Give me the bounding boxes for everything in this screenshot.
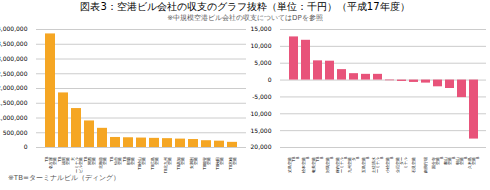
svg-text:小松空港B: 小松空港B xyxy=(385,156,394,172)
svg-text:-20,000: -20,000 xyxy=(250,143,272,150)
svg-text:2,000,000: 2,000,000 xyxy=(0,84,28,91)
svg-text:TB宮崎空港: TB宮崎空港 xyxy=(228,157,237,171)
svg-text:大ターミナルビル空港: 大ターミナルビル空港 xyxy=(70,157,83,174)
svg-text:企厄空港ターミナル: 企厄空港ターミナル xyxy=(395,157,408,173)
svg-text:3,500,000: 3,500,000 xyxy=(0,40,28,47)
svg-text:TB高知空港: TB高知空港 xyxy=(176,157,185,171)
svg-text:0: 0 xyxy=(24,143,28,150)
svg-text:奄美空港TBB: 奄美空港TBB xyxy=(311,156,324,172)
svg-text:4,000,000: 4,000,000 xyxy=(0,25,28,32)
svg-text:TB関西空港: TB関西空港 xyxy=(83,156,96,164)
svg-text:0: 0 xyxy=(268,76,272,83)
svg-text:TB仙台空港: TB仙台空港 xyxy=(109,156,122,164)
svg-text:1,000,000: 1,000,000 xyxy=(0,114,28,121)
svg-text:久米島空港B: 久米島空港B xyxy=(467,156,480,168)
svg-text:-10,000: -10,000 xyxy=(250,110,272,117)
svg-text:石見空港: 石見空港 xyxy=(411,157,416,173)
svg-text:対馬空港B: 対馬空港B xyxy=(325,156,334,172)
svg-text:TB福岡空港: TB福岡空港 xyxy=(57,156,70,164)
svg-text:八丈島空港TBB: 八丈島空港TBB xyxy=(287,156,300,173)
svg-text:TB秋田空港: TB秋田空港 xyxy=(215,157,224,171)
svg-text:500,000: 500,000 xyxy=(3,129,28,136)
svg-text:北九州空港タB: 北九州空港タB xyxy=(347,156,360,173)
svg-text:1,500,000: 1,500,000 xyxy=(0,99,28,106)
svg-text:5,000: 5,000 xyxy=(254,59,271,66)
svg-text:-5,000: -5,000 xyxy=(252,93,272,100)
svg-text:松本空港B: 松本空港B xyxy=(301,156,310,172)
svg-text:土佐清水ターミナルB: 土佐清水ターミナルB xyxy=(371,156,384,173)
svg-text:女満別空港: 女満別空港 xyxy=(189,157,198,169)
svg-text:岡南飛行場: 岡南飛行場 xyxy=(423,157,428,174)
svg-text:TB広島空港: TB広島空港 xyxy=(150,157,159,171)
svg-text:15,000: 15,000 xyxy=(251,25,272,32)
svg-text:10,000: 10,000 xyxy=(251,42,272,49)
svg-text:上五島空港B: 上五島空港B xyxy=(361,156,370,173)
svg-text:TB北九州空港: TB北九州空港 xyxy=(163,157,172,174)
svg-text:TB松山空港: TB松山空港 xyxy=(137,157,146,171)
svg-text:TB那覇空港: TB那覇空港 xyxy=(122,156,135,164)
svg-text:TB名古屋空港: TB名古屋空港 xyxy=(44,156,57,168)
svg-text:-15,000: -15,000 xyxy=(250,127,272,134)
svg-text:2,500,000: 2,500,000 xyxy=(0,70,28,77)
svg-text:北海道空港: 北海道空港 xyxy=(98,157,107,169)
svg-text:TB能登空港: TB能登空港 xyxy=(202,157,211,171)
svg-text:3,000,000: 3,000,000 xyxy=(0,55,28,62)
